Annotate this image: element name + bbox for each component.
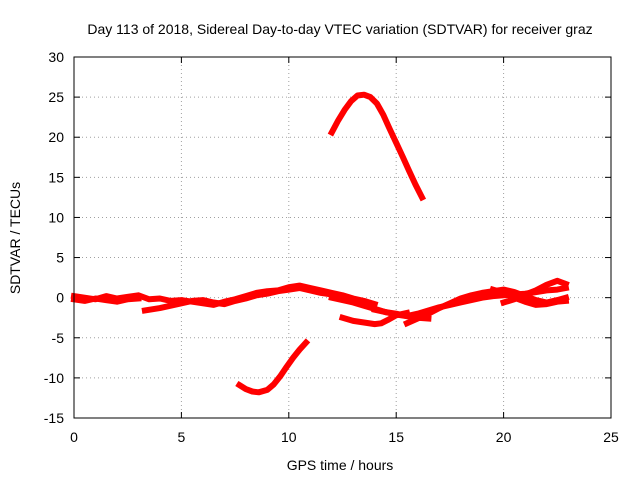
x-tick-label: 20 xyxy=(496,429,512,445)
y-tick-label: 0 xyxy=(56,290,64,306)
y-tick-label: 25 xyxy=(48,89,64,105)
series-arc-main-2 xyxy=(70,295,142,305)
y-tick-label: 15 xyxy=(48,169,64,185)
y-tick-label: 20 xyxy=(48,129,64,145)
series-layer xyxy=(70,91,570,396)
x-tick-label: 0 xyxy=(70,429,78,445)
series-arc-main-3 xyxy=(141,285,336,314)
y-tick-label: 5 xyxy=(56,250,64,266)
series-arc-low xyxy=(235,338,311,396)
x-tick-labels: 0 5 10 15 20 25 xyxy=(70,429,619,445)
y-tick-label: -5 xyxy=(52,330,65,346)
x-tick-label: 5 xyxy=(178,429,186,445)
x-axis-title: GPS time / hours xyxy=(287,457,394,473)
y-tick-label: 30 xyxy=(48,49,64,65)
series-arc-main-7 xyxy=(402,286,570,328)
y-tick-label: -10 xyxy=(44,370,64,386)
x-tick-label: 15 xyxy=(388,429,404,445)
y-tick-label: -15 xyxy=(44,410,64,426)
series-arc-high xyxy=(327,91,427,202)
chart-title: Day 113 of 2018, Sidereal Day-to-day VTE… xyxy=(87,21,592,37)
series-arc-main-9 xyxy=(489,285,570,308)
y-tick-labels: -15 -10 -5 0 5 10 15 20 25 30 xyxy=(44,49,64,426)
plot-frame xyxy=(73,56,612,419)
y-axis-title: SDTVAR / TECUs xyxy=(7,182,23,294)
x-tick-label: 10 xyxy=(281,429,297,445)
y-tick-label: 10 xyxy=(48,209,64,225)
x-tick-label: 25 xyxy=(603,429,619,445)
